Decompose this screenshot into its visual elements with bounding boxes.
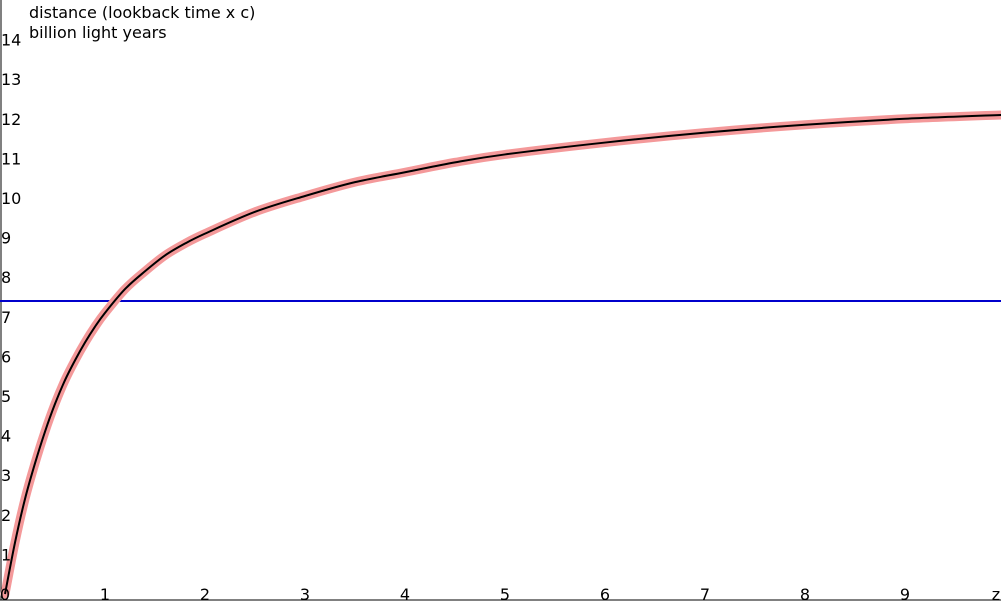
y-tick-label: 12 xyxy=(1,110,21,129)
x-tick-label: 5 xyxy=(500,585,510,601)
y-tick-label: 6 xyxy=(1,347,11,366)
x-axis-label: z xyxy=(992,585,1000,601)
x-tick-label: 4 xyxy=(400,585,410,601)
x-tick-label: 9 xyxy=(900,585,910,601)
x-tick-label: 7 xyxy=(700,585,710,601)
x-tick-label: 1 xyxy=(100,585,110,601)
y-tick-label: 10 xyxy=(1,189,21,208)
y-axis-label-line1: distance (lookback time x c) xyxy=(29,3,255,22)
x-tick-label: 0 xyxy=(0,585,10,601)
x-tick-label: 3 xyxy=(300,585,310,601)
y-tick-label: 9 xyxy=(1,229,11,248)
y-axis-label-line2: billion light years xyxy=(29,23,167,42)
y-tick-label: 13 xyxy=(1,70,21,89)
y-tick-label: 3 xyxy=(1,466,11,485)
y-tick-label: 5 xyxy=(1,387,11,406)
y-tick-label: 1 xyxy=(1,545,11,564)
x-tick-labels: 0 1 2 3 4 5 6 7 8 9 xyxy=(0,585,910,601)
y-tick-label: 4 xyxy=(1,427,11,446)
x-tick-label: 6 xyxy=(600,585,610,601)
y-tick-label: 14 xyxy=(1,31,21,50)
series-line xyxy=(4,113,1001,595)
y-tick-label: 2 xyxy=(1,506,11,525)
x-tick-label: 8 xyxy=(800,585,810,601)
y-tick-label: 11 xyxy=(1,149,21,168)
series-highlight xyxy=(0,110,1001,599)
x-tick-label: 2 xyxy=(200,585,210,601)
y-tick-label: 7 xyxy=(1,308,11,327)
y-tick-label: 8 xyxy=(1,268,11,287)
